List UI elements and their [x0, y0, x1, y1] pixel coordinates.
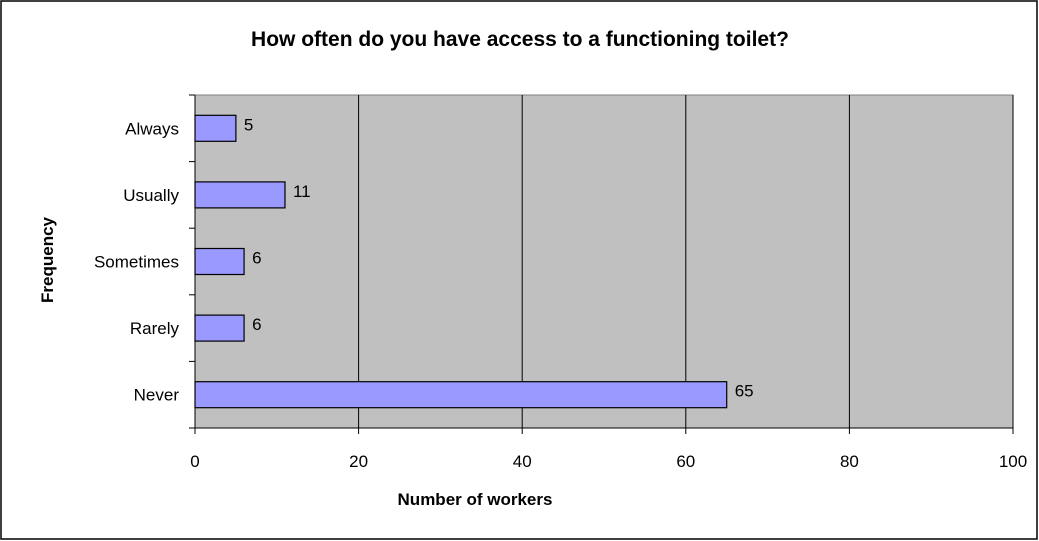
bars: 5 11 6 6 65: [194, 114, 754, 409]
category-label: Always: [125, 119, 179, 138]
bar: [194, 114, 237, 142]
data-label: 11: [293, 182, 311, 201]
x-axis-title: Number of workers: [398, 490, 553, 509]
x-tick-label: 100: [999, 452, 1027, 471]
x-axis: 0 20 40 60 80 100: [190, 427, 1027, 471]
x-tick-label: 60: [676, 452, 695, 471]
category-label: Rarely: [130, 319, 180, 338]
data-label: 6: [252, 249, 261, 268]
data-label: 5: [244, 115, 253, 134]
bar: [194, 314, 245, 342]
category-label: Sometimes: [94, 253, 179, 272]
category-label: Usually: [123, 186, 179, 205]
bar: [194, 381, 728, 409]
bar: [194, 181, 286, 209]
y-axis-title: Frequency: [38, 216, 57, 303]
category-label: Never: [134, 386, 180, 405]
data-label: 6: [252, 315, 261, 334]
chart-title: How often do you have access to a functi…: [251, 28, 789, 51]
x-tick-label: 40: [513, 452, 532, 471]
gridlines: [358, 95, 1014, 428]
x-tick-label: 0: [190, 452, 199, 471]
data-label: 65: [735, 382, 754, 401]
y-axis: Always Usually Sometimes Rarely Never: [94, 94, 196, 429]
x-tick-label: 80: [840, 452, 859, 471]
plot-area: [194, 94, 1014, 429]
bar: [194, 247, 245, 276]
x-tick-label: 20: [349, 452, 368, 471]
